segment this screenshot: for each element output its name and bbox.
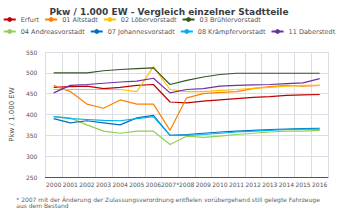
svg-text:2009: 2009 [196,181,211,188]
svg-text:400: 400 [26,111,38,118]
svg-text:2012: 2012 [246,181,261,188]
svg-text:2002: 2002 [79,181,94,188]
svg-text:2011: 2011 [229,181,244,188]
svg-text:aus dem Bestand: aus dem Bestand [16,202,69,209]
svg-text:500: 500 [26,69,38,76]
svg-text:08 Krämpfervorstadt: 08 Krämpfervorstadt [198,28,266,36]
svg-text:2006: 2006 [146,181,161,188]
svg-text:2013: 2013 [262,181,277,188]
svg-text:300: 300 [26,153,38,160]
svg-text:450: 450 [26,90,38,97]
svg-text:11 Daberstedt: 11 Daberstedt [289,28,336,36]
svg-text:250: 250 [26,174,38,181]
svg-text:Pkw / 1.000 EW: Pkw / 1.000 EW [8,87,16,141]
svg-text:2001: 2001 [63,181,78,188]
svg-text:2016: 2016 [312,181,327,188]
svg-text:2005: 2005 [129,181,144,188]
svg-text:2003: 2003 [96,181,111,188]
svg-text:550: 550 [26,49,38,56]
svg-text:* 2007 mit der Änderung der Zu: * 2007 mit der Änderung der Zulassungsve… [16,195,322,203]
svg-text:Pkw / 1.000 EW - Vergleich ein: Pkw / 1.000 EW - Vergleich einzelner Sta… [49,7,288,17]
svg-text:2014: 2014 [279,181,294,188]
svg-text:03 Brühlervorstadt: 03 Brühlervorstadt [200,16,262,24]
svg-text:2004: 2004 [113,181,128,188]
svg-text:01 Altstadt: 01 Altstadt [62,16,98,24]
svg-text:04 Andreasvorstadt: 04 Andreasvorstadt [21,28,85,36]
svg-text:02 Löbervorstadt: 02 Löbervorstadt [121,16,177,24]
svg-text:2010: 2010 [212,181,227,188]
svg-text:Erfurt: Erfurt [21,16,40,24]
svg-text:2007*: 2007* [161,181,179,188]
svg-text:07 Johannesvorstadt: 07 Johannesvorstadt [108,28,175,36]
svg-text:2000: 2000 [46,181,61,188]
svg-text:2008: 2008 [179,181,194,188]
svg-text:2015: 2015 [295,181,310,188]
svg-text:350: 350 [26,132,38,139]
